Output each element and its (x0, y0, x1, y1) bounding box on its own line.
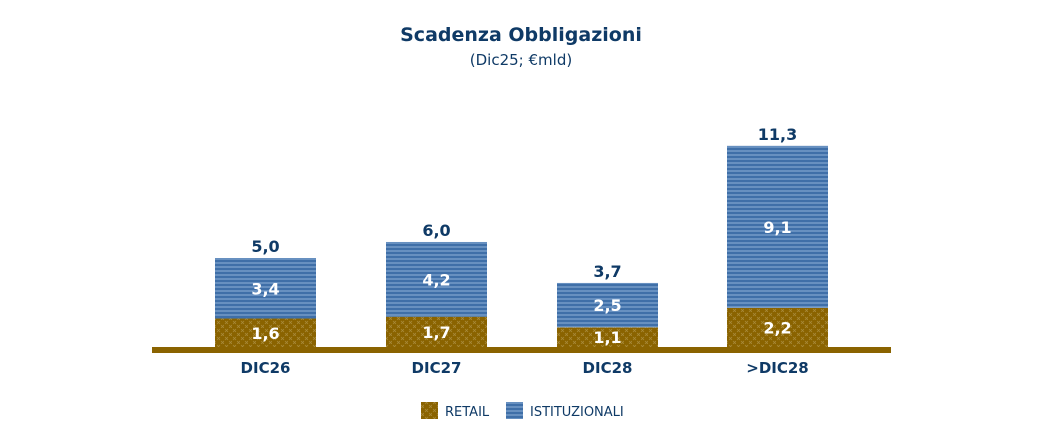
bar-segment-istituzionali-dic27 (386, 241, 487, 317)
legend: RETAIL ISTITUZIONALI (421, 402, 624, 420)
data-label-retail: 2,2 (763, 318, 791, 337)
data-label-retail: 1,6 (251, 324, 279, 343)
bar-segment-istituzionali->dic28 (727, 145, 828, 308)
legend-swatch-retail (421, 402, 438, 419)
chart-subtitle: (Dic25; €mld) (470, 51, 572, 69)
x-tick-label: >DIC28 (746, 359, 808, 377)
data-label-istituzionali: 2,5 (593, 296, 621, 315)
x-tick-label: DIC26 (241, 359, 291, 377)
data-label-retail: 1,7 (422, 323, 450, 342)
data-label-istituzionali: 9,1 (763, 218, 791, 237)
legend-label-retail: RETAIL (445, 405, 490, 420)
bar-segment-retail->dic28 (727, 307, 828, 347)
legend-label-istituzionali: ISTITUZIONALI (530, 405, 624, 420)
bar-segment-istituzionali-dic26 (215, 258, 316, 319)
total-label: 3,7 (593, 262, 621, 281)
total-label: 6,0 (422, 221, 450, 240)
total-label: 11,3 (758, 125, 797, 144)
bar-segment-retail-dic26 (215, 318, 316, 347)
chart-title: Scadenza Obbligazioni (400, 24, 642, 46)
data-label-retail: 1,1 (593, 328, 621, 347)
data-label-istituzionali: 4,2 (422, 270, 450, 289)
legend-swatch-istituzionali (506, 402, 523, 419)
data-label-istituzionali: 3,4 (251, 279, 279, 298)
bar-segment-retail-dic27 (386, 316, 487, 347)
x-tick-label: DIC28 (583, 359, 633, 377)
bar-segment-istituzionali-dic28 (557, 282, 658, 328)
x-tick-label: DIC27 (412, 359, 462, 377)
bar-segment-retail-dic28 (557, 327, 658, 347)
total-label: 5,0 (251, 237, 279, 256)
x-axis-line (152, 347, 891, 353)
